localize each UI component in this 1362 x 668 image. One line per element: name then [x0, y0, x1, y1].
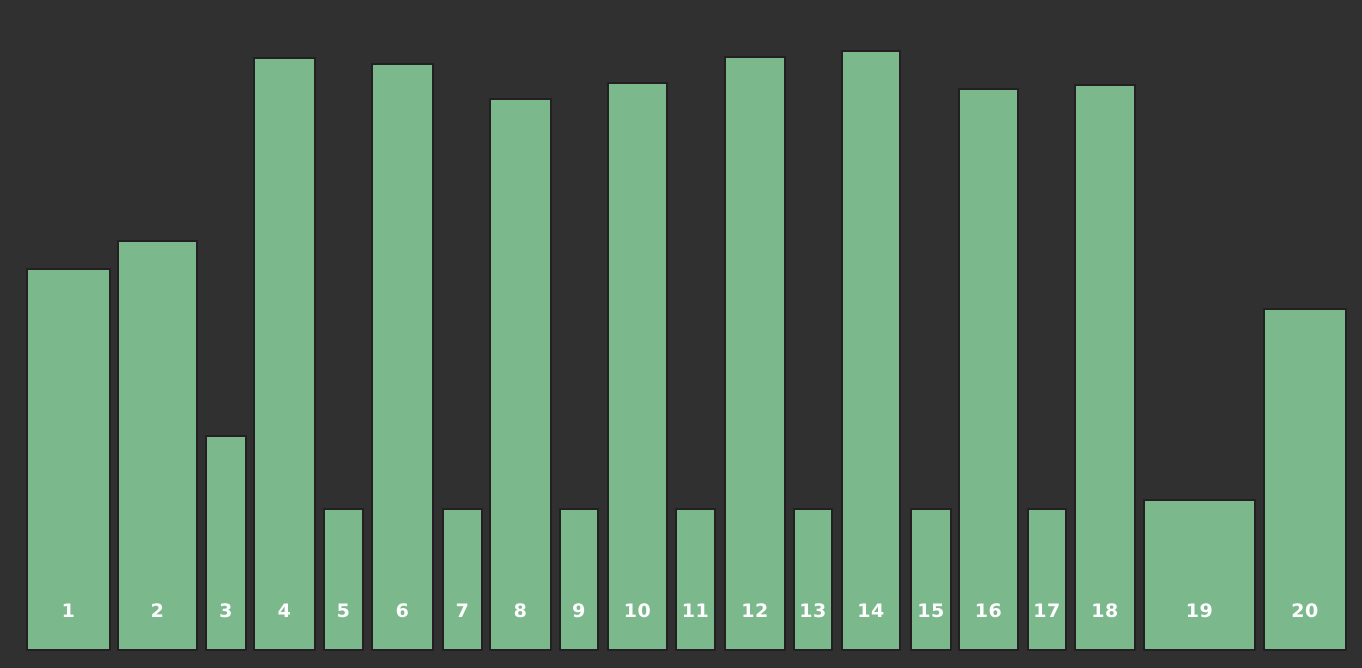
bar-label: 16 [974, 600, 1003, 622]
bar: 19 [1143, 499, 1256, 651]
bar-label: 20 [1291, 600, 1319, 622]
bar-label: 1 [61, 600, 76, 622]
bar: 8 [489, 98, 552, 651]
bar-label: 6 [395, 600, 410, 622]
bar: 9 [559, 508, 599, 651]
bar: 13 [793, 508, 833, 651]
bar-label: 12 [741, 600, 769, 622]
bar: 1 [26, 268, 111, 651]
bar: 12 [724, 56, 786, 651]
bar: 2 [117, 240, 198, 651]
bar-label: 8 [513, 600, 528, 622]
bar-label: 13 [799, 600, 827, 622]
bar: 20 [1263, 308, 1347, 651]
bar-label: 9 [572, 600, 586, 622]
bar: 7 [442, 508, 483, 651]
bar: 10 [607, 82, 668, 651]
bar-label: 19 [1185, 600, 1214, 622]
bar-label: 5 [336, 600, 351, 622]
bar: 15 [910, 508, 952, 651]
bar: 3 [205, 435, 247, 651]
bar: 6 [371, 63, 434, 651]
bar-label: 2 [150, 600, 165, 622]
bar: 4 [253, 57, 316, 651]
bar-label: 14 [857, 600, 885, 622]
bar-label: 10 [623, 600, 652, 622]
bar: 18 [1074, 84, 1136, 651]
bar: 14 [841, 50, 901, 651]
bar-label: 17 [1033, 600, 1061, 622]
bar-label: 15 [917, 600, 945, 622]
bar: 5 [323, 508, 364, 651]
bar: 16 [958, 88, 1019, 651]
bar-label: 18 [1091, 600, 1119, 622]
bar: 11 [675, 508, 716, 651]
bar-label: 7 [455, 600, 470, 622]
bar-label: 4 [277, 600, 292, 622]
bar-label: 3 [219, 600, 233, 622]
bar-label: 11 [681, 600, 710, 622]
bar: 17 [1027, 508, 1067, 651]
